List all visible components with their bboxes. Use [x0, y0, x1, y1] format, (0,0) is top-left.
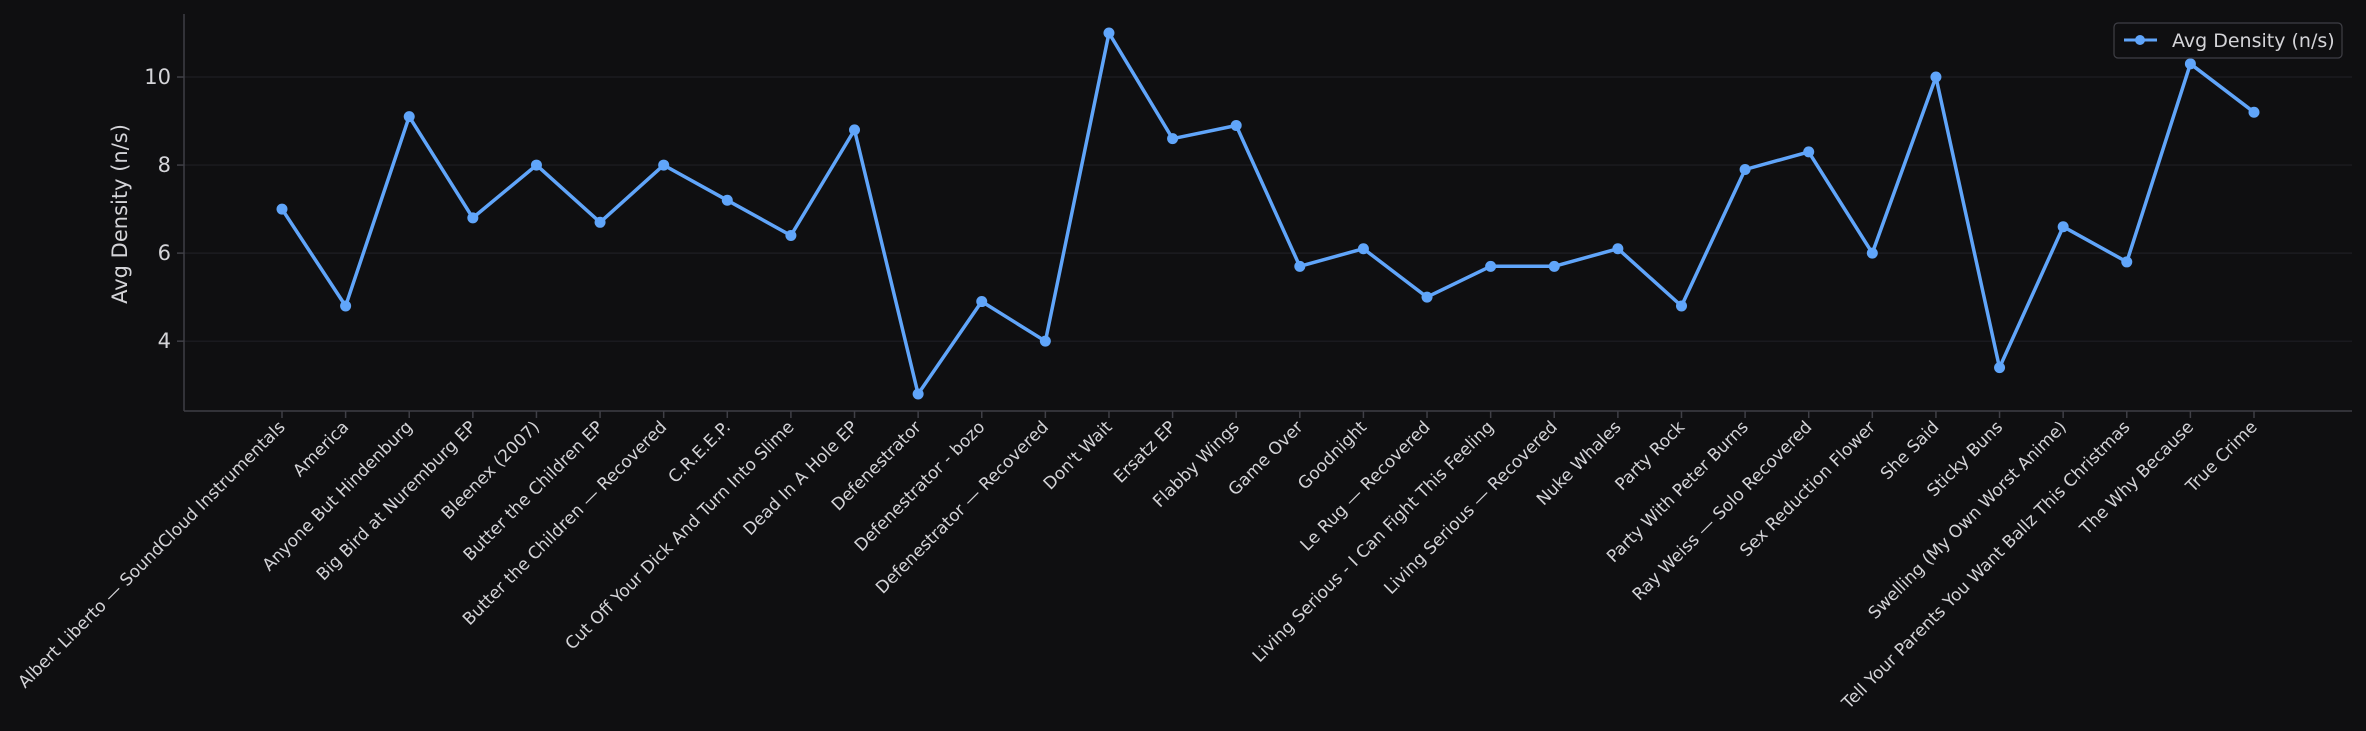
x-tick-label: Tell Your Parents You Want Ballz This Ch… [1838, 417, 2135, 714]
data-point [1103, 27, 1115, 39]
y-ticks: 4 6 8 10 [144, 65, 184, 353]
data-point [1167, 133, 1179, 145]
axes [183, 14, 2352, 412]
data-point [1294, 260, 1306, 272]
data-point [1739, 163, 1751, 175]
series-line [280, 31, 2256, 396]
data-point [276, 203, 288, 215]
x-tick-label: Albert Liberto — SoundCloud Instrumental… [14, 417, 289, 692]
data-point [1612, 243, 1624, 255]
legend-marker-swatch [2135, 35, 2145, 45]
data-point [2248, 106, 2260, 118]
data-point [1421, 291, 1433, 303]
y-tick-label: 8 [158, 153, 171, 177]
y-axis-label: Avg Density (n/s) [108, 124, 132, 304]
data-point [530, 159, 542, 171]
legend: Avg Density (n/s) [2113, 22, 2343, 59]
x-tick-label: Living Serious - I Can Fight This Feelin… [1249, 417, 1498, 666]
data-point [1994, 362, 2006, 374]
x-tick-label: The Why Because [2076, 417, 2198, 539]
data-point [1485, 260, 1497, 272]
data-point [403, 111, 415, 123]
data-point [340, 300, 352, 312]
series-layer [276, 27, 2260, 400]
data-point [1866, 247, 1878, 259]
y-tick-label: 10 [144, 65, 171, 89]
data-point [1230, 119, 1242, 131]
data-point [976, 296, 988, 308]
data-point [721, 194, 733, 206]
data-point [1803, 146, 1815, 158]
data-point [1930, 71, 1942, 83]
y-tick-label: 4 [158, 329, 171, 353]
x-tick-label: Dead In A Hole EP [740, 417, 862, 539]
data-point [1675, 300, 1687, 312]
grid-lines [184, 76, 2352, 342]
data-point [594, 216, 606, 228]
data-point [1357, 243, 1369, 255]
data-point [658, 159, 670, 171]
x-tick-label: America [289, 417, 353, 481]
data-point [2184, 58, 2196, 70]
x-tick-label: Don't Wait [1040, 417, 1117, 494]
data-point [467, 212, 479, 224]
y-tick-label: 6 [158, 241, 171, 265]
legend-label: Avg Density (n/s) [2172, 30, 2335, 52]
data-point [912, 388, 924, 400]
data-point [2057, 221, 2069, 233]
x-tick-label: Cut Off Your Dick And Turn Into Slime [562, 417, 799, 654]
data-point [1039, 335, 1051, 347]
data-point [849, 124, 861, 136]
data-point [2121, 256, 2133, 268]
data-point [785, 230, 797, 242]
x-tick-label: She Said [1877, 417, 1944, 484]
x-ticks: Albert Liberto — SoundCloud Instrumental… [14, 411, 2262, 714]
legend-box [2113, 22, 2343, 59]
data-point [1548, 260, 1560, 272]
